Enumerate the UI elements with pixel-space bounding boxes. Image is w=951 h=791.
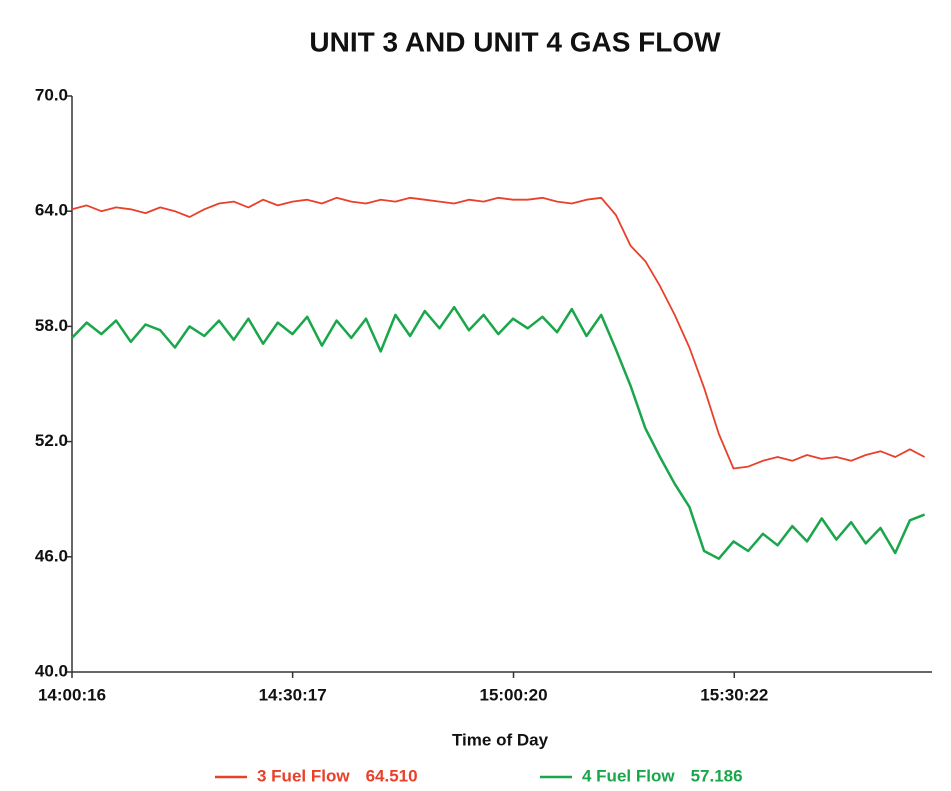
y-tick-label: 40.0 xyxy=(35,661,68,680)
x-tick-label: 15:00:20 xyxy=(479,685,547,704)
y-tick-label: 64.0 xyxy=(35,201,68,220)
y-tick-label: 70.0 xyxy=(35,85,68,104)
x-tick-label: 14:00:16 xyxy=(38,685,106,704)
legend-label: 4 Fuel Flow xyxy=(582,766,675,785)
legend-label: 3 Fuel Flow xyxy=(257,766,350,785)
y-tick-label: 46.0 xyxy=(35,546,68,565)
legend-readout: 57.186 xyxy=(691,766,743,785)
series-line xyxy=(71,305,926,560)
chart-title: UNIT 3 AND UNIT 4 GAS FLOW xyxy=(309,26,721,57)
y-tick-label: 58.0 xyxy=(35,316,68,335)
x-tick-label: 14:30:17 xyxy=(259,685,327,704)
x-axis-label: Time of Day xyxy=(452,730,549,749)
series-line xyxy=(71,196,926,470)
y-tick-label: 52.0 xyxy=(35,431,68,450)
x-tick-label: 15:30:22 xyxy=(700,685,768,704)
legend-readout: 64.510 xyxy=(366,766,418,785)
